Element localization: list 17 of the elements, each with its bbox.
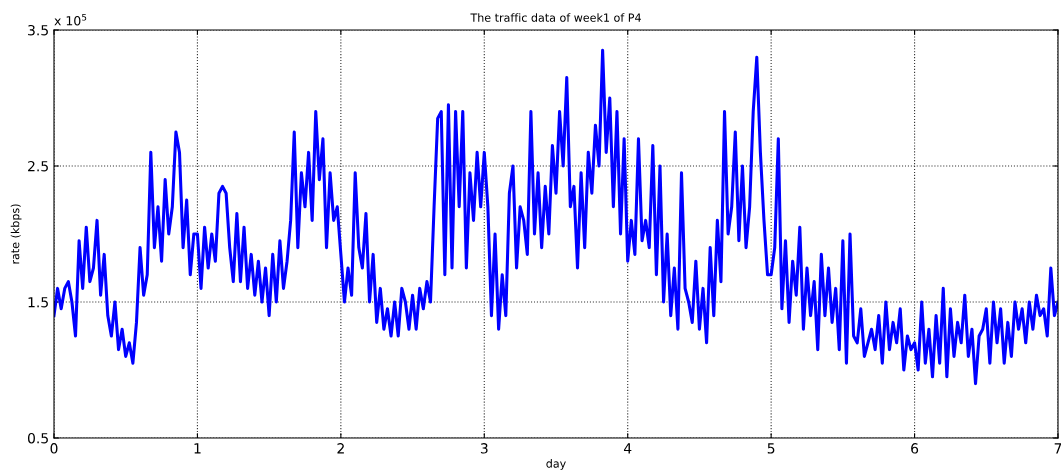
x-axis-title: day [546, 459, 566, 470]
x-tick-label: 6 [911, 443, 919, 454]
x-tick-label: 0 [50, 443, 58, 454]
x-tick-label: 2 [337, 443, 344, 454]
x-tick-label: 5 [767, 443, 775, 454]
line-series [54, 48, 1058, 386]
y-tick-label: 0.5 [27, 432, 48, 444]
y-tick-label: 2.5 [28, 160, 48, 172]
x-tick-label: 3 [480, 443, 488, 454]
y-tick-label: 3.5 [28, 24, 48, 36]
x-tick-label: 4 [623, 443, 632, 454]
y-tick-label: 1.5 [28, 297, 48, 308]
text: x 10$^{5}$ [54, 14, 87, 26]
x-tick-label: 1 [194, 443, 201, 454]
chart-title: The traffic data of week1 of P4 [470, 13, 641, 22]
y-axis-title: rate (kbps) [10, 204, 22, 264]
x-tick-label: 7 [1054, 443, 1061, 454]
